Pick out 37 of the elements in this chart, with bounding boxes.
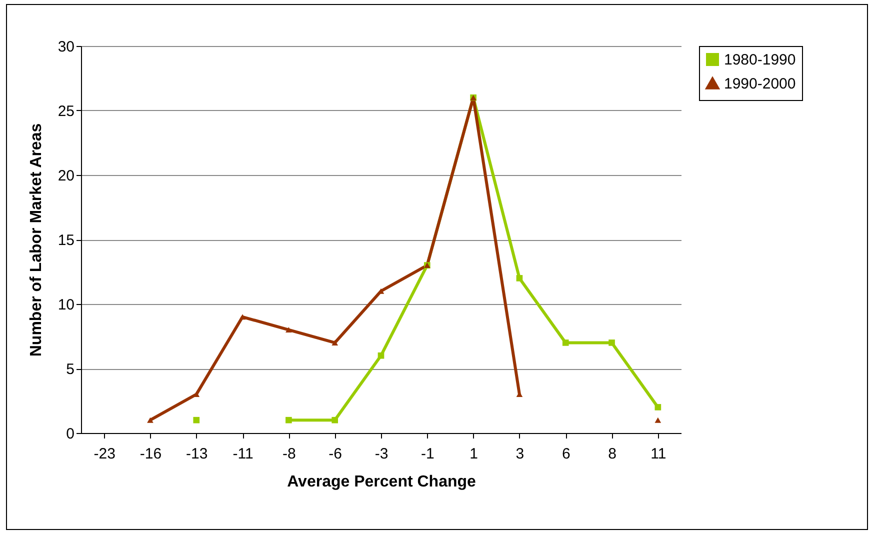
y-tick-label: 20 xyxy=(58,168,74,184)
y-tick-label: 10 xyxy=(58,296,74,314)
point xyxy=(193,416,200,424)
y-tick-label: 0 xyxy=(66,426,74,442)
point xyxy=(332,416,338,424)
y-tick-label: 25 xyxy=(58,103,74,120)
x-tick-label: -13 xyxy=(186,446,208,462)
point xyxy=(654,417,662,423)
x-tick-label: -8 xyxy=(282,446,296,462)
x-tick-label: -11 xyxy=(232,446,254,462)
x-tick-label: -3 xyxy=(374,446,388,462)
x-tick-label: -1 xyxy=(420,446,434,462)
point xyxy=(147,417,154,423)
point xyxy=(562,340,569,346)
y-tick-label: 15 xyxy=(58,232,74,249)
x-tick-label: 6 xyxy=(562,446,570,462)
y-tick-label: 5 xyxy=(66,361,74,378)
point xyxy=(608,340,615,346)
x-tick-label: 1 xyxy=(470,446,478,462)
point xyxy=(286,327,292,333)
x-tick-label: -23 xyxy=(94,446,116,462)
legend-label: 1980-1990 xyxy=(724,52,796,68)
x-axis-title: Average Percent Change xyxy=(287,474,476,490)
x-tick-label: -6 xyxy=(328,446,342,462)
legend-label: 1990-2000 xyxy=(724,76,796,92)
point xyxy=(286,416,292,424)
x-tick-label: 3 xyxy=(516,446,524,462)
point xyxy=(516,275,523,282)
x-tick-label: 8 xyxy=(608,446,616,462)
point xyxy=(332,340,338,346)
x-tick-label: -16 xyxy=(140,446,162,462)
x-tick-label: 11 xyxy=(650,446,666,462)
point xyxy=(654,404,662,410)
point xyxy=(239,314,246,320)
y-axis-title: Number of Labor Market Areas xyxy=(28,123,45,357)
point xyxy=(378,352,384,359)
y-tick-label: 30 xyxy=(58,38,74,56)
